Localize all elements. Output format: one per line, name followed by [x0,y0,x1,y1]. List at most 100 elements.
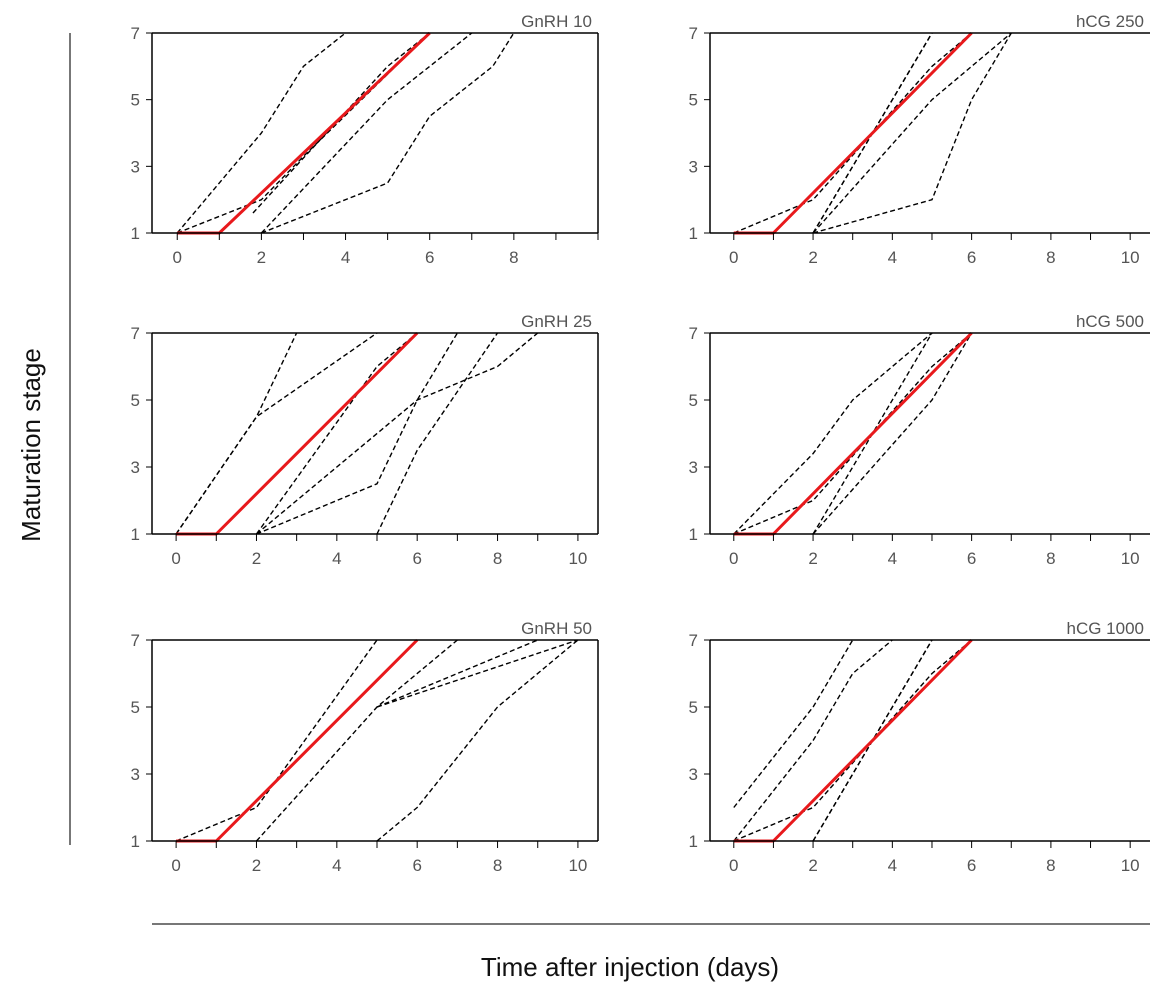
y-tick-label: 3 [689,458,698,477]
individual-line [252,32,431,214]
x-tick-label: 4 [888,549,897,568]
panel-title: hCG 1000 [1067,619,1145,638]
x-tick-label: 10 [1121,248,1140,267]
panel-title: GnRH 25 [521,312,592,331]
individual-line [256,332,459,535]
y-tick-label: 5 [131,698,140,717]
x-tick-label: 0 [171,856,180,875]
x-tick-label: 4 [888,248,897,267]
individual-line [376,332,499,535]
x-tick-label: 0 [729,856,738,875]
x-tick-label: 8 [1046,248,1055,267]
y-tick-label: 5 [131,91,140,110]
panel-title: hCG 250 [1076,12,1144,31]
x-tick-label: 0 [729,248,738,267]
y-tick-label: 5 [689,698,698,717]
x-tick-label: 10 [568,856,587,875]
individual-line [733,639,854,808]
y-tick-label: 7 [689,324,698,343]
x-tick-label: 2 [252,549,261,568]
y-tick-label: 1 [689,224,698,243]
individual-line [260,32,473,234]
individual-line [376,639,579,708]
x-tick-label: 4 [332,856,341,875]
chart-panel: 1 3 5 7 0 2 4 6 8 GnRH 10 [131,12,599,267]
individual-line [175,639,378,842]
individual-line [176,32,431,234]
chart-panel: 1 3 5 7 0 2 4 6 8 10 GnRH 25 [131,312,599,568]
y-tick-label: 1 [131,224,140,243]
x-tick-label: 6 [425,248,434,267]
x-tick-label: 8 [1046,856,1055,875]
x-tick-label: 4 [332,549,341,568]
x-tick-label: 6 [412,549,421,568]
x-tick-label: 2 [808,248,817,267]
individual-line [256,332,539,535]
y-tick-label: 5 [131,391,140,410]
y-tick-label: 3 [131,157,140,176]
individual-line [733,639,973,842]
individual-line [733,332,933,535]
x-tick-label: 6 [967,856,976,875]
y-tick-label: 5 [689,391,698,410]
y-tick-label: 1 [689,832,698,851]
y-tick-label: 1 [131,832,140,851]
x-tick-label: 6 [967,248,976,267]
chart-panel: 1 3 5 7 0 2 4 6 8 10 hCG 1000 [689,619,1150,875]
y-tick-label: 7 [131,631,140,650]
x-tick-label: 2 [257,248,266,267]
x-tick-label: 6 [967,549,976,568]
individual-line [376,639,538,708]
x-tick-label: 2 [252,856,261,875]
x-tick-label: 8 [493,856,502,875]
x-tick-label: 8 [1046,549,1055,568]
individual-line [733,332,973,535]
individual-line [255,639,458,842]
chart-panel: 1 3 5 7 0 2 4 6 8 10 hCG 500 [689,312,1150,568]
individual-line [733,32,973,234]
y-tick-label: 1 [689,525,698,544]
y-tick-label: 3 [131,458,140,477]
x-tick-label: 2 [808,549,817,568]
x-tick-label: 4 [888,856,897,875]
individual-line [175,332,298,535]
individual-line [261,32,515,234]
mean-line [733,331,973,536]
y-tick-label: 3 [689,157,698,176]
x-tick-label: 0 [729,549,738,568]
y-axis-title: Maturation stage [16,348,46,542]
x-tick-label: 8 [493,549,502,568]
x-tick-label: 10 [1121,856,1140,875]
y-tick-label: 7 [131,24,140,43]
mean-line [176,638,419,843]
y-tick-label: 3 [131,765,140,784]
individual-line [812,32,1012,234]
y-tick-label: 1 [131,525,140,544]
individual-line [812,32,1012,234]
x-tick-label: 0 [171,549,180,568]
individual-line [176,32,346,234]
x-tick-label: 0 [173,248,182,267]
mean-line [733,638,973,843]
x-tick-label: 10 [568,549,587,568]
panel-title: GnRH 10 [521,12,592,31]
individual-line [255,332,418,535]
x-tick-label: 10 [1121,549,1140,568]
y-tick-label: 3 [689,765,698,784]
individual-line [175,332,378,535]
chart-panel: 1 3 5 7 0 2 4 6 8 10 hCG 250 [689,12,1150,267]
individual-line [376,639,579,842]
chart-panel: 1 3 5 7 0 2 4 6 8 10 GnRH 50 [131,619,599,875]
individual-line [812,332,973,535]
y-tick-label: 7 [689,631,698,650]
x-tick-label: 4 [341,248,350,267]
x-tick-label: 8 [509,248,518,267]
x-tick-label: 6 [412,856,421,875]
x-tick-label: 2 [808,856,817,875]
y-tick-label: 7 [131,324,140,343]
panel-title: hCG 500 [1076,312,1144,331]
y-tick-label: 7 [689,24,698,43]
x-axis-title: Time after injection (days) [481,952,779,982]
